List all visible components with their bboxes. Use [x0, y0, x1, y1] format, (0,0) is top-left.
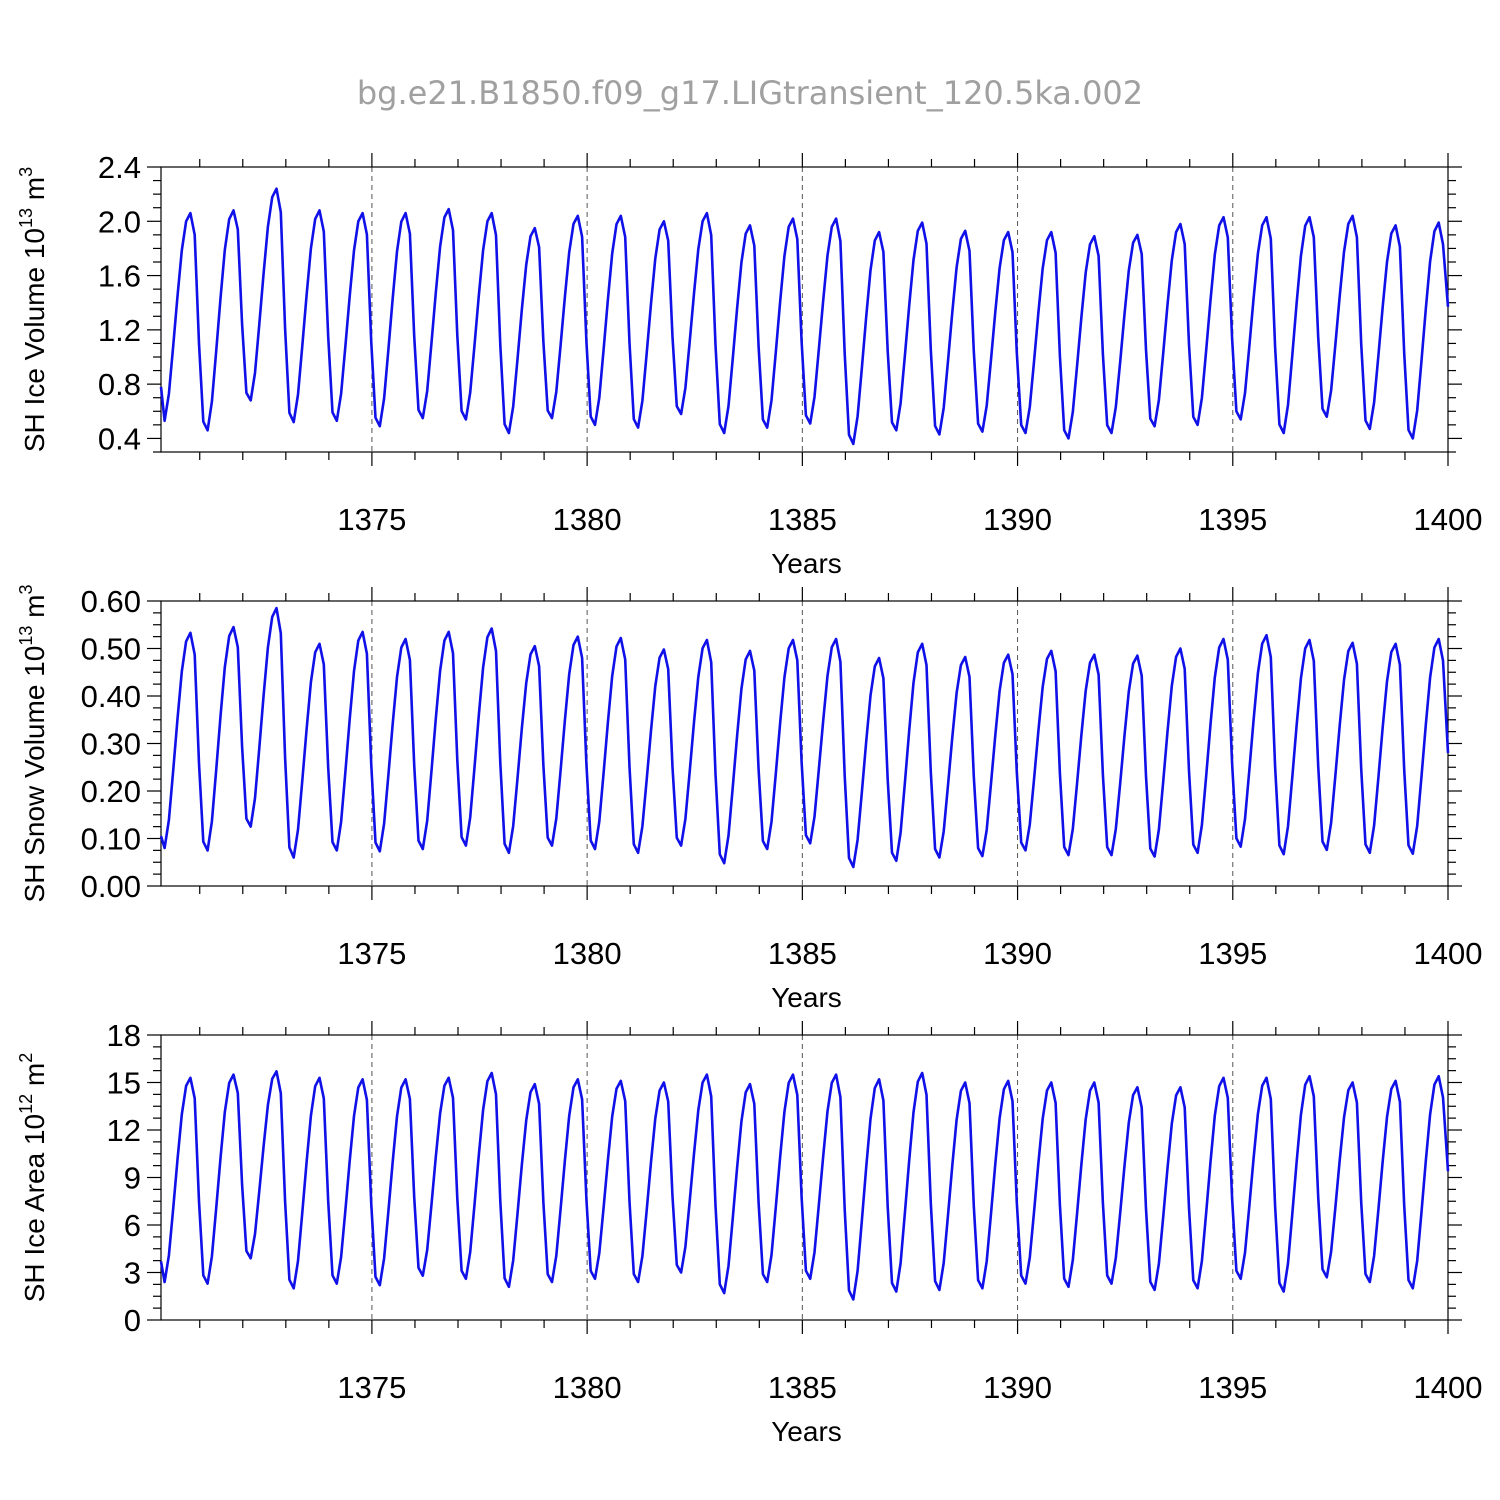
x-tick-label: 1385 [768, 936, 837, 971]
x-tick-label: 1385 [768, 1370, 837, 1405]
y-tick-label: 18 [107, 1018, 141, 1053]
panel-2: 0.00 0.10 0.20 0.30 0.40 0.50 0.60 1375 1380 1385… [16, 584, 1482, 1013]
x-tick-label: 1380 [553, 1370, 622, 1405]
y-tick-label: 2.4 [98, 150, 141, 185]
y-tick-label: 0.30 [81, 727, 141, 762]
x-axis-label: Years [771, 548, 842, 579]
plot-frame [160, 600, 1449, 887]
panels: 0.4 0.8 1.2 1.6 2.0 2.4 1375 1380 1385 1390 1395 14… [16, 150, 1482, 1447]
y-tick-label: 0.60 [81, 584, 141, 619]
panel-3: 0 3 6 9 12 15 18 1375 1380 1385 1390 1395 1400 Years S… [16, 1018, 1482, 1447]
x-tick-label: 1375 [337, 936, 406, 971]
y-tick-label: 3 [124, 1256, 141, 1291]
y-tick-label: 0.00 [81, 869, 141, 904]
x-tick-label: 1395 [1198, 1370, 1267, 1405]
x-tick-label: 1400 [1414, 1370, 1483, 1405]
x-tick-label: 1390 [983, 1370, 1052, 1405]
x-tick-label: 1375 [337, 502, 406, 537]
plot-frame [160, 166, 1449, 453]
x-tick-label: 1375 [337, 1370, 406, 1405]
y-tick-label: 9 [124, 1161, 141, 1196]
y-axis-label: SH Snow Volume 1013 m3 [16, 585, 50, 903]
y-tick-label: 15 [107, 1066, 141, 1101]
plot-frame [160, 1034, 1449, 1321]
y-tick-label: 1.2 [98, 313, 141, 348]
y-axis-label: SH Ice Volume 1013 m3 [16, 167, 50, 452]
y-tick-label: 0.40 [81, 679, 141, 714]
series-line [159, 187, 1450, 446]
y-tick-label: 0.4 [98, 421, 141, 456]
x-axis-label: Years [771, 1416, 842, 1447]
x-tick-label: 1390 [983, 936, 1052, 971]
y-tick-label: 0.10 [81, 822, 141, 857]
x-tick-label: 1400 [1414, 502, 1483, 537]
panel-1: 0.4 0.8 1.2 1.6 2.0 2.4 1375 1380 1385 1390 1395 14… [16, 150, 1482, 579]
y-tick-label: 0.50 [81, 632, 141, 667]
y-tick-label: 1.6 [98, 259, 141, 294]
y-tick-label: 0.8 [98, 367, 141, 402]
x-tick-label: 1390 [983, 502, 1052, 537]
y-tick-label: 6 [124, 1208, 141, 1243]
x-tick-label: 1395 [1198, 936, 1267, 971]
x-tick-label: 1380 [553, 502, 622, 537]
series-line [159, 1070, 1450, 1301]
y-axis-label: SH Ice Area 1012 m2 [16, 1053, 50, 1303]
y-tick-label: 2.0 [98, 204, 141, 239]
y-tick-label: 12 [107, 1113, 141, 1148]
x-tick-label: 1385 [768, 502, 837, 537]
y-tick-label: 0 [124, 1303, 141, 1338]
figure-title: bg.e21.B1850.f09_g17.LIGtransient_120.5k… [357, 74, 1143, 112]
x-tick-label: 1395 [1198, 502, 1267, 537]
x-axis-label: Years [771, 982, 842, 1013]
x-tick-label: 1400 [1414, 936, 1483, 971]
series-line [159, 606, 1450, 869]
y-tick-label: 0.20 [81, 774, 141, 809]
x-tick-label: 1380 [553, 936, 622, 971]
